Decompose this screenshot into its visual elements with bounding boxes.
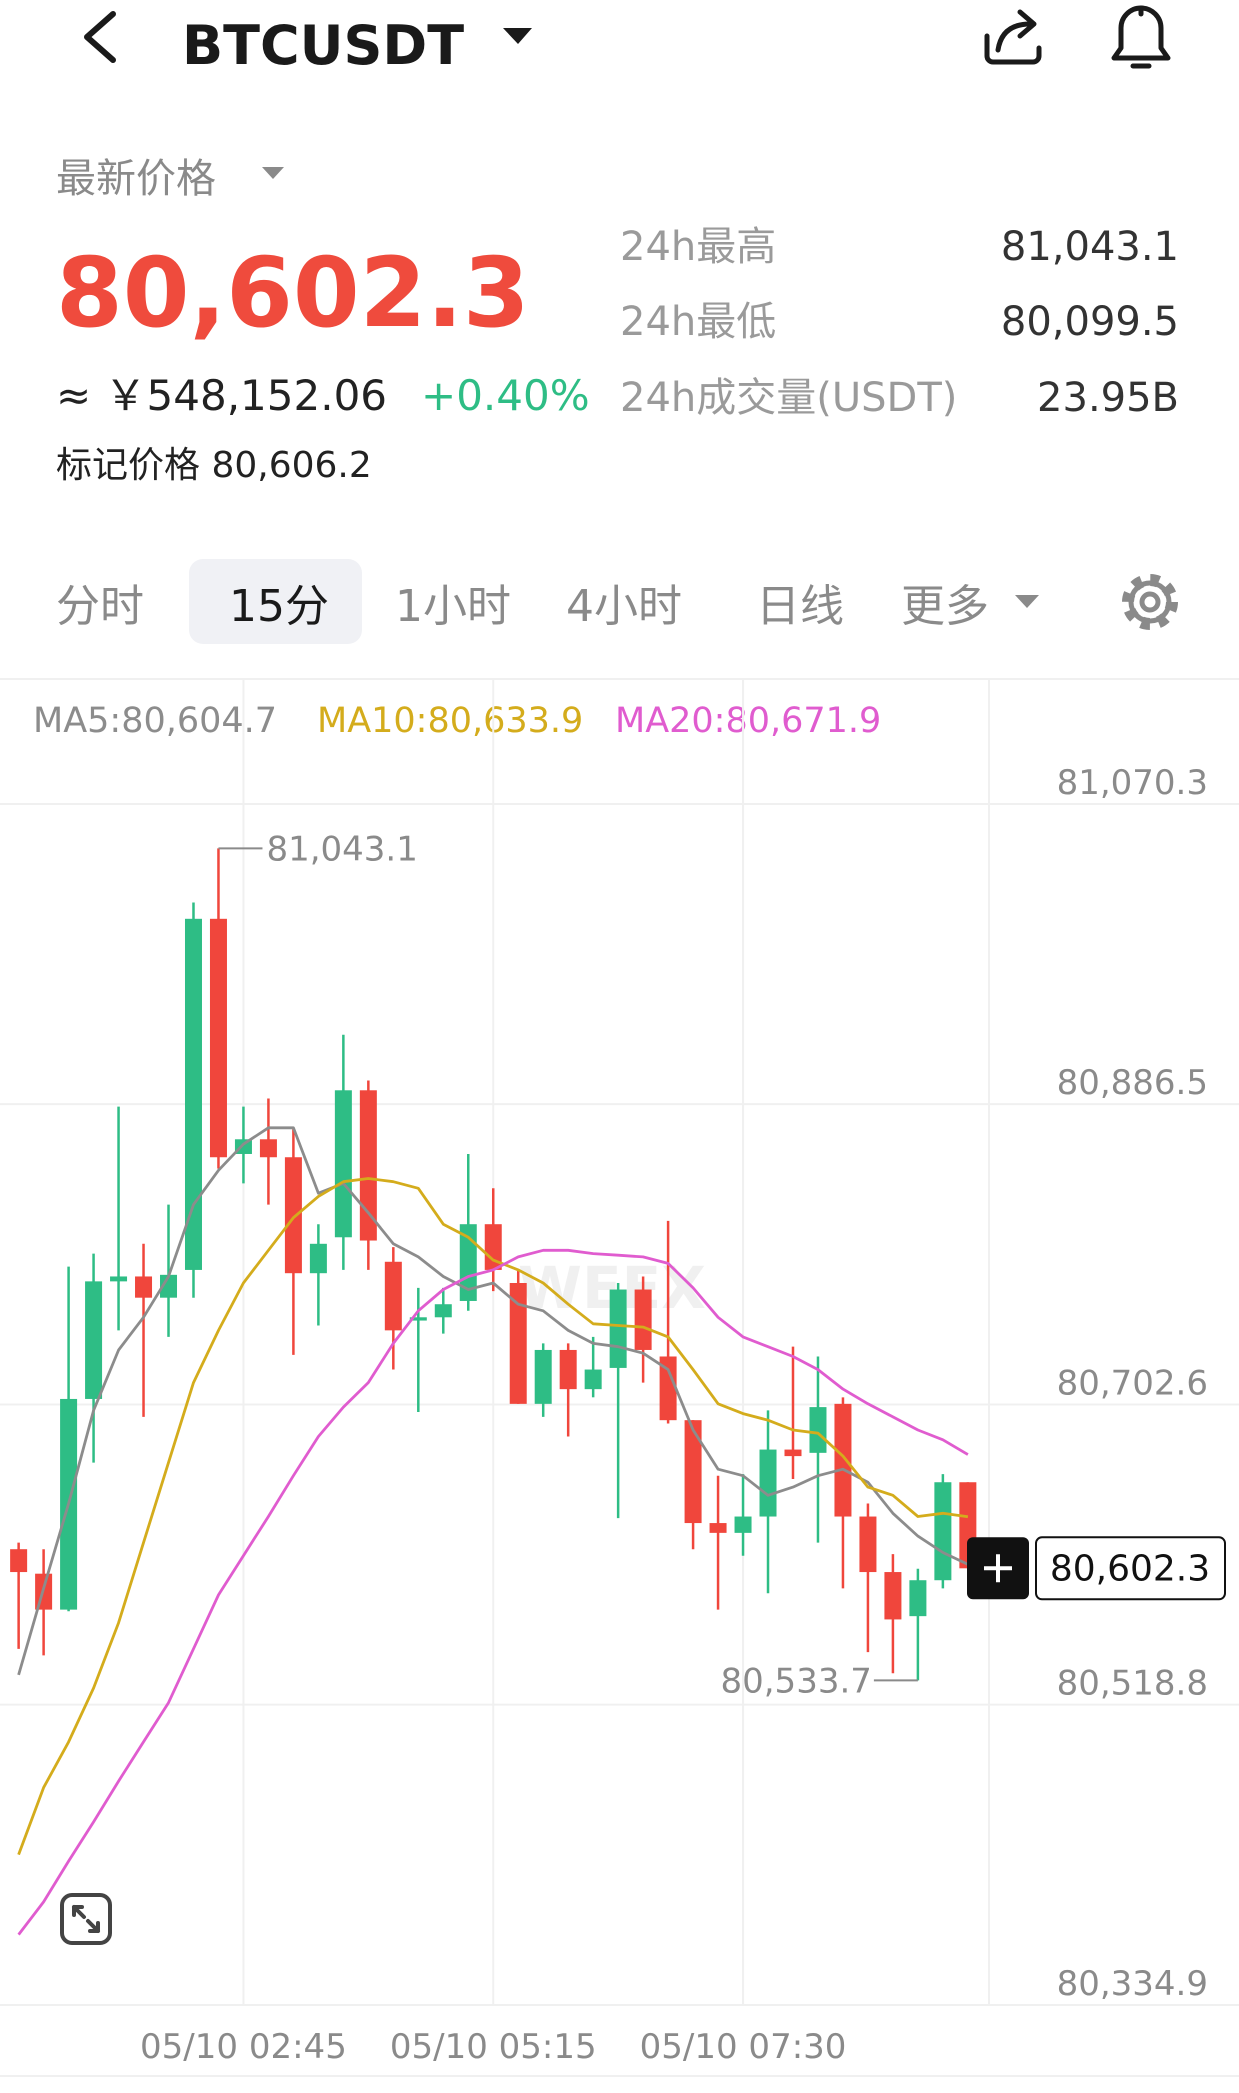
- tab[interactable]: 日线: [756, 581, 844, 632]
- last-price: 80,602.3: [56, 237, 530, 349]
- candle-body: [110, 1276, 128, 1282]
- candle-body: [209, 918, 227, 1158]
- candle-body: [634, 1289, 652, 1350]
- y-tick-label: 80,886.5: [1057, 1063, 1208, 1103]
- candle-body: [759, 1449, 777, 1517]
- x-tick-label: 05/10 05:15: [390, 2027, 597, 2067]
- candle-body: [684, 1420, 702, 1524]
- candle-body: [734, 1516, 752, 1533]
- cny-price: ≈ ￥548,152.06: [56, 371, 387, 420]
- grid: MA5:80,604.7 MA10:80,633.9 MA20:80,671.9 81…: [0, 679, 1239, 2067]
- candle-body: [459, 1224, 477, 1301]
- legend-entry: MA5:80,604.7: [33, 701, 277, 741]
- candle-body: [609, 1289, 627, 1368]
- candle-body: [559, 1349, 577, 1390]
- stat-label: 24h最高: [620, 224, 776, 270]
- candle-body: [160, 1274, 178, 1298]
- candle-body: [534, 1349, 552, 1404]
- stat-value: 81,043.1: [1001, 224, 1179, 270]
- symbol-dropdown[interactable]: [503, 28, 532, 44]
- candle-body: [909, 1580, 927, 1617]
- candle-body: [85, 1281, 103, 1399]
- candle-body: [834, 1403, 852, 1517]
- candle-body: [659, 1356, 677, 1421]
- candle-body: [409, 1317, 427, 1321]
- candle-body: [809, 1407, 827, 1453]
- share-button[interactable]: [984, 9, 1042, 65]
- symbol[interactable]: BTCUSDT: [182, 14, 464, 77]
- candle-body: [284, 1157, 302, 1274]
- y-tick-label: 80,518.8: [1057, 1664, 1208, 1704]
- candle-body: [709, 1523, 727, 1533]
- stat-label: 24h最低: [620, 299, 776, 345]
- crosshair-plus[interactable]: [984, 1554, 1012, 1583]
- back-button[interactable]: [84, 11, 116, 63]
- low-label: 80,533.7: [720, 1661, 871, 1701]
- candle-body: [184, 918, 202, 1270]
- candle-body: [259, 1139, 277, 1158]
- candle-body: [309, 1243, 327, 1274]
- last-price-box: [1035, 1536, 1226, 1601]
- stat-value: 80,099.5: [1001, 299, 1179, 345]
- candle-body: [484, 1224, 502, 1270]
- price-change: +0.40%: [421, 371, 590, 420]
- legend-entry: MA10:80,633.9: [317, 701, 583, 741]
- alert-button[interactable]: [1111, 5, 1171, 69]
- y-tick-label: 81,070.3: [1057, 763, 1208, 803]
- y-tick-label: 80,334.9: [1057, 1964, 1208, 2004]
- candle-body: [784, 1449, 802, 1457]
- legend-entry: MA20:80,671.9: [615, 701, 881, 741]
- candle-body: [584, 1369, 602, 1390]
- stat-label: 24h成交量(USDT): [620, 375, 957, 421]
- ma-line: [17, 1177, 969, 1856]
- price-dropdown[interactable]: [262, 167, 284, 179]
- ma-line: [17, 1126, 969, 1676]
- candle-body: [359, 1090, 377, 1241]
- tab[interactable]: 4小时: [566, 581, 682, 632]
- y-tick-label: 80,702.6: [1057, 1364, 1208, 1404]
- last-price-label: 80,602.3: [1050, 1548, 1210, 1589]
- candle-body: [434, 1304, 452, 1318]
- ma-line: [17, 1248, 969, 1936]
- mark-price: 标记价格 80,606.2: [56, 445, 372, 486]
- candle-body: [334, 1090, 352, 1238]
- overlay: 81,043.1 80,533.7 80,602.3: [218, 829, 1226, 1701]
- settings-button[interactable]: [1122, 574, 1178, 630]
- more-dropdown[interactable]: [1015, 595, 1039, 608]
- fullscreen-button[interactable]: [60, 1893, 112, 1945]
- plot: [10, 848, 977, 1936]
- high-label: 81,043.1: [266, 829, 417, 869]
- tab[interactable]: 15分: [229, 581, 329, 632]
- tab[interactable]: 更多: [901, 581, 989, 632]
- x-tick-label: 05/10 07:30: [640, 2027, 847, 2067]
- tab[interactable]: 分时: [56, 581, 144, 632]
- tabs: 分时 15分 1小时 4小时 日线 更多: [56, 581, 989, 632]
- candle-body: [859, 1516, 877, 1573]
- x-tick-label: 05/10 02:45: [140, 2027, 347, 2067]
- candle-body: [384, 1261, 402, 1331]
- price-label[interactable]: 最新价格: [56, 156, 216, 202]
- tab-selected-bg: [189, 559, 362, 644]
- candle-body: [509, 1282, 527, 1404]
- stats: 24h最高 81,043.1 24h最低 80,099.5 24h成交量(USDT) 23…: [620, 224, 1179, 421]
- candle-body: [884, 1572, 902, 1620]
- tab[interactable]: 1小时: [395, 581, 511, 632]
- candle-body: [135, 1276, 153, 1298]
- candle-body: [934, 1482, 952, 1581]
- candle-body: [10, 1549, 28, 1573]
- stat-value: 23.95B: [1037, 375, 1179, 421]
